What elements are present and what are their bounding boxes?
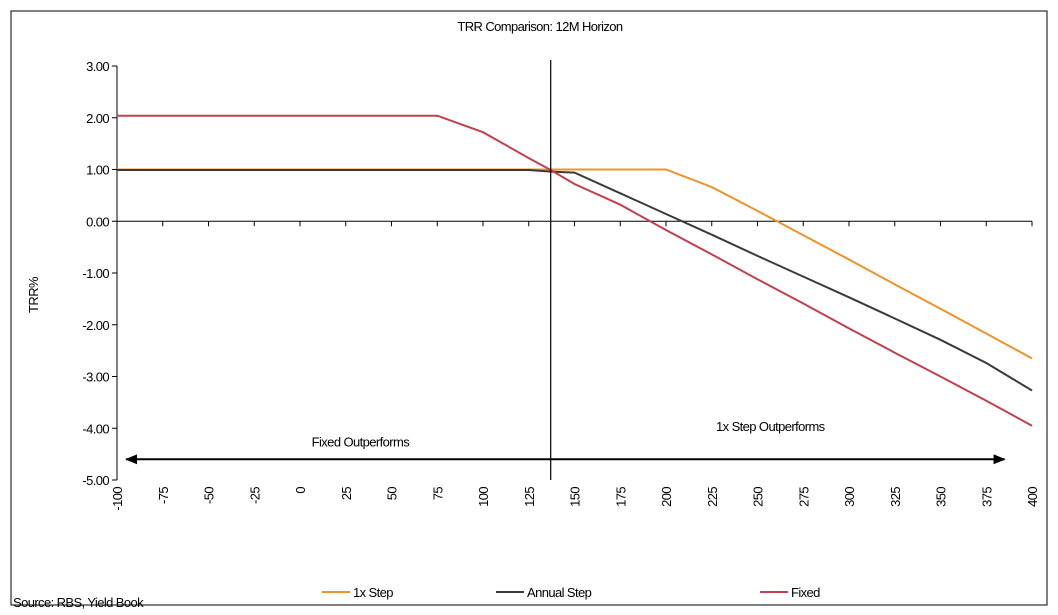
legend-label: Fixed: [791, 585, 820, 600]
series-lines: [117, 114, 1033, 427]
x-tick-label: 325: [888, 487, 903, 507]
y-tick-label: -4.00: [82, 421, 109, 436]
annotations: Fixed Outperforms 1x Step Outperforms: [125, 60, 1006, 480]
x-tick-label: 275: [796, 487, 811, 507]
x-tick-label: 175: [613, 487, 628, 507]
chart-title: TRR Comparison: 12M Horizon: [457, 19, 623, 34]
x-tick-label: 250: [751, 487, 766, 507]
y-axis-ticks: 3.00 2.00 1.00 0.00 -1.00 -2.00 -3.00 -4.00 -5.0…: [82, 59, 117, 488]
x-axis-ticks: -100 -75 -50 -25 0 25 50 75 100 125 150 175 200 225 25…: [110, 221, 1040, 511]
y-tick-label: -5.00: [82, 473, 109, 488]
x-tick-label: 125: [522, 487, 537, 507]
y-tick-label: -2.00: [82, 318, 109, 333]
x-tick-label: 375: [979, 487, 994, 507]
series-line-annual-step: [117, 169, 1033, 392]
x-tick-label: -100: [110, 487, 125, 511]
source-note: Source: RBS, Yield Book: [13, 595, 144, 610]
y-axis-label: TRR%: [26, 276, 41, 313]
x-tick-label: 200: [659, 487, 674, 507]
x-tick-label: 75: [430, 487, 445, 501]
legend: 1x Step Annual Step Fixed: [322, 585, 821, 600]
y-tick-label: 2.00: [86, 111, 109, 126]
x-tick-label: 400: [1025, 487, 1040, 507]
x-tick-label: 225: [705, 487, 720, 507]
x-tick-label: 50: [385, 487, 400, 501]
x-tick-label: 100: [476, 487, 491, 507]
y-tick-label: 3.00: [86, 59, 109, 74]
annotation-fixed-outperforms: Fixed Outperforms: [312, 434, 411, 449]
x-tick-label: -25: [247, 487, 262, 504]
x-tick-label: 0: [293, 487, 308, 494]
series-line-fixed: [117, 114, 1033, 427]
annotation-1x-step-outperforms: 1x Step Outperforms: [716, 419, 826, 434]
legend-label: Annual Step: [527, 585, 592, 600]
x-tick-label: 350: [934, 487, 949, 507]
x-tick-label: -50: [202, 487, 217, 504]
x-tick-label: 25: [339, 487, 354, 501]
y-tick-label: -3.00: [82, 370, 109, 385]
x-tick-label: 300: [842, 487, 857, 507]
y-tick-label: 1.00: [86, 163, 109, 178]
legend-label: 1x Step: [353, 585, 393, 600]
y-tick-label: 0.00: [86, 214, 109, 229]
x-tick-label: -75: [156, 487, 171, 504]
chart-border: [10, 10, 1048, 606]
y-tick-label: -1.00: [82, 266, 109, 281]
x-tick-label: 150: [568, 487, 583, 507]
